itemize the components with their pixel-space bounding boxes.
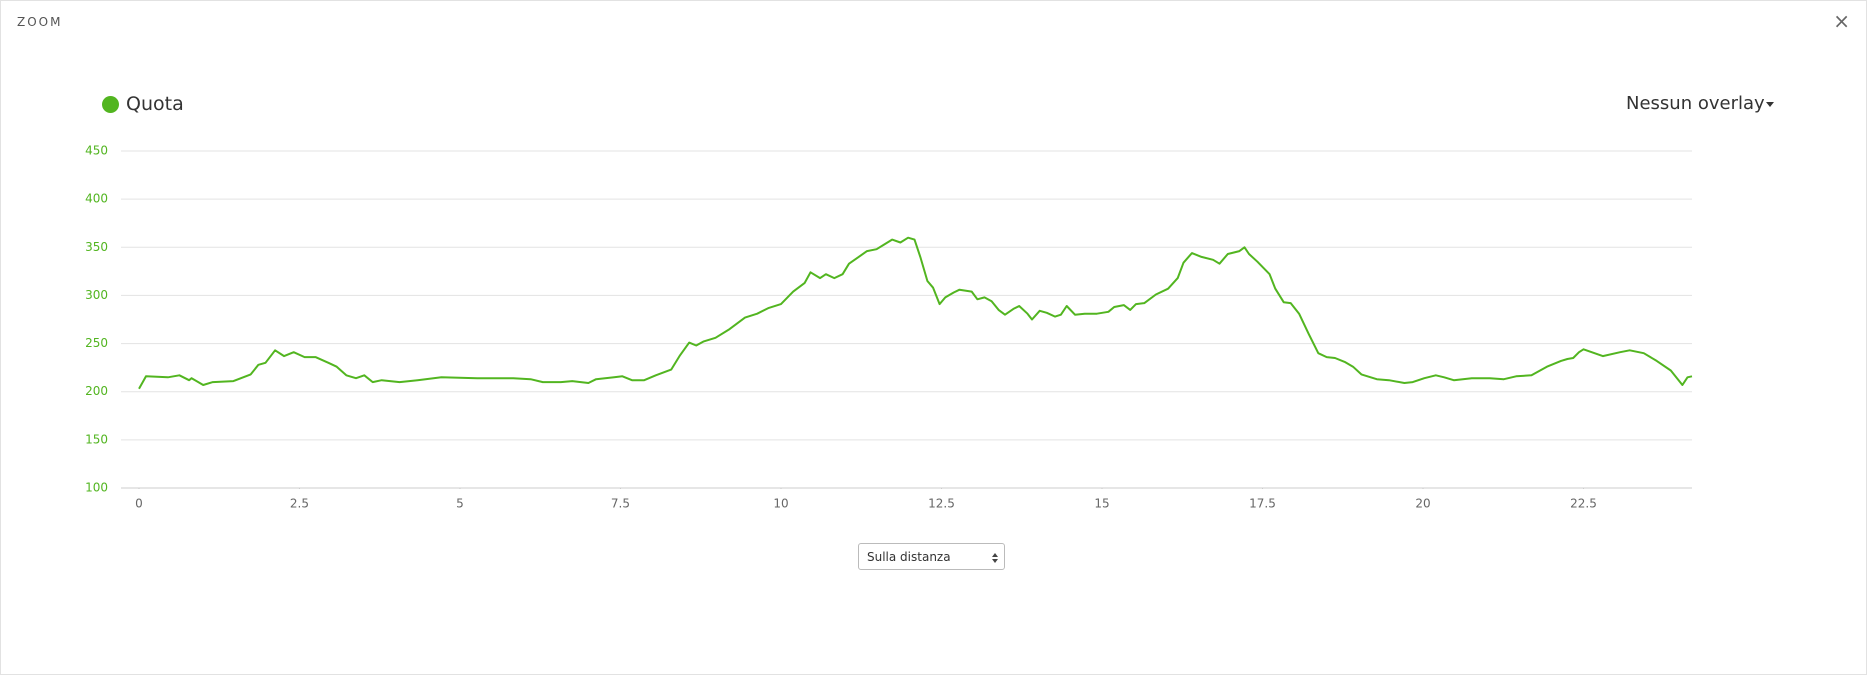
y-tick-label: 250 <box>85 336 108 350</box>
x-tick-label: 12.5 <box>928 497 955 511</box>
x-tick-label: 2.5 <box>290 497 309 511</box>
x-tick-label: 0 <box>135 497 143 511</box>
y-tick-label: 400 <box>85 192 108 206</box>
mode-select[interactable]: Sulla distanza <box>858 543 1005 570</box>
overlay-dropdown[interactable]: Nessun overlay <box>1626 93 1775 114</box>
x-tick-label: 10 <box>773 497 788 511</box>
series-line <box>138 236 1693 390</box>
modal-title: ZOOM <box>17 15 63 29</box>
select-arrows <box>992 553 998 563</box>
legend-swatch <box>102 95 119 113</box>
x-tick-label: 7.5 <box>611 497 630 511</box>
x-tick-label: 20 <box>1415 497 1430 511</box>
x-tick-label: 22.5 <box>1570 497 1597 511</box>
y-tick-label: 150 <box>85 432 108 446</box>
y-tick-label: 200 <box>85 384 108 398</box>
x-tick-label: 17.5 <box>1249 497 1276 511</box>
select-label: Sulla distanza <box>867 549 951 564</box>
y-tick-label: 300 <box>85 288 108 302</box>
close-button[interactable]: × <box>1833 9 1850 33</box>
dropdown-caret <box>1765 101 1774 107</box>
x-tick-label: 5 <box>456 497 464 511</box>
overlay-label: Nessun overlay <box>1626 93 1765 114</box>
x-tick-label: 15 <box>1094 497 1109 511</box>
y-tick-label: 100 <box>85 481 108 495</box>
y-tick-label: 450 <box>85 144 108 158</box>
legend-label: Quota <box>126 93 184 115</box>
y-tick-label: 350 <box>85 240 108 254</box>
legend[interactable]: Quota <box>102 93 184 115</box>
